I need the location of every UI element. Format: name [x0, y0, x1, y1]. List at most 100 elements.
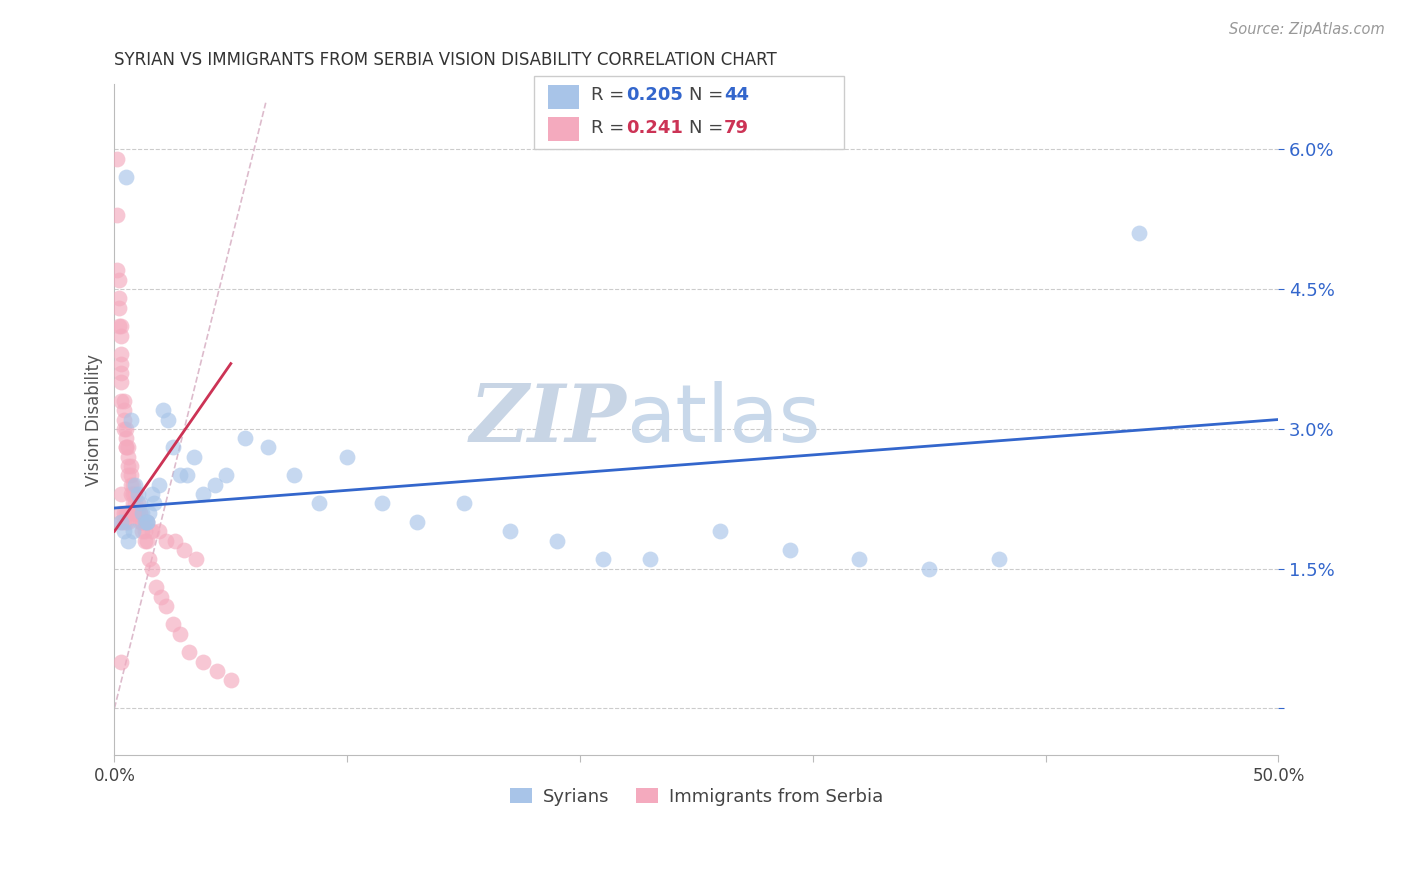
Point [110, 515, 132, 529]
Point [308, 496, 330, 510]
Text: atlas: atlas [627, 381, 821, 458]
Point [112, 393, 135, 408]
Point [108, 292, 131, 306]
Point [115, 170, 138, 185]
Text: Source: ZipAtlas.com: Source: ZipAtlas.com [1229, 22, 1385, 37]
Point [148, 524, 170, 539]
Point [110, 655, 132, 669]
Point [117, 515, 139, 529]
Point [177, 645, 200, 659]
Point [145, 580, 167, 594]
Point [124, 506, 146, 520]
Point [592, 552, 614, 566]
Point [112, 412, 135, 426]
Point [120, 459, 142, 474]
Point [124, 506, 146, 520]
Text: R =: R = [591, 87, 630, 104]
Point [283, 468, 305, 483]
Point [155, 533, 177, 548]
Point [141, 487, 163, 501]
Point [638, 552, 661, 566]
Point [1128, 226, 1150, 240]
Point [115, 506, 138, 520]
Point [219, 673, 242, 688]
Point [127, 506, 149, 520]
Point [162, 617, 184, 632]
Point [184, 552, 207, 566]
Point [112, 422, 135, 436]
Point [162, 441, 184, 455]
Point [848, 552, 870, 566]
Point [115, 515, 138, 529]
Point [122, 487, 145, 501]
Point [131, 515, 153, 529]
Point [155, 599, 177, 613]
Text: N =: N = [689, 87, 728, 104]
Point [138, 552, 160, 566]
Point [110, 506, 132, 520]
Text: SYRIAN VS IMMIGRANTS FROM SERBIA VISION DISABILITY CORRELATION CHART: SYRIAN VS IMMIGRANTS FROM SERBIA VISION … [114, 51, 778, 69]
Point [336, 450, 359, 464]
Point [124, 487, 146, 501]
Point [112, 506, 135, 520]
Point [120, 477, 142, 491]
Point [453, 496, 475, 510]
Text: ZIP: ZIP [470, 381, 627, 458]
Point [108, 301, 131, 315]
Point [141, 561, 163, 575]
Point [117, 459, 139, 474]
Point [988, 552, 1011, 566]
Point [115, 422, 138, 436]
Point [709, 524, 731, 539]
Point [183, 450, 205, 464]
Point [918, 561, 941, 575]
Point [136, 515, 159, 529]
Point [122, 496, 145, 510]
Point [115, 431, 138, 445]
Point [136, 533, 159, 548]
Point [546, 533, 568, 548]
Point [110, 357, 132, 371]
Point [134, 533, 156, 548]
Point [129, 515, 152, 529]
Point [122, 524, 145, 539]
Point [110, 366, 132, 380]
Point [120, 506, 142, 520]
Point [136, 515, 159, 529]
Point [110, 347, 132, 361]
Point [112, 403, 135, 417]
Point [131, 506, 153, 520]
Point [169, 468, 191, 483]
Point [204, 477, 226, 491]
Text: N =: N = [689, 119, 728, 136]
Point [138, 506, 160, 520]
Point [148, 477, 170, 491]
Point [152, 403, 174, 417]
Text: 79: 79 [724, 119, 749, 136]
Point [117, 441, 139, 455]
Point [134, 524, 156, 539]
Point [149, 590, 172, 604]
Point [163, 533, 186, 548]
Text: R =: R = [591, 119, 630, 136]
Point [105, 263, 128, 277]
Point [117, 506, 139, 520]
Text: 0.241: 0.241 [626, 119, 682, 136]
Point [136, 515, 159, 529]
Point [141, 524, 163, 539]
Point [499, 524, 522, 539]
Point [122, 477, 145, 491]
Point [779, 543, 801, 558]
Point [120, 487, 142, 501]
Point [110, 376, 132, 390]
Point [129, 506, 152, 520]
Point [115, 441, 138, 455]
Text: 44: 44 [724, 87, 749, 104]
Point [191, 487, 214, 501]
Point [110, 487, 132, 501]
Point [117, 533, 139, 548]
Point [129, 506, 152, 520]
Point [371, 496, 394, 510]
Point [127, 496, 149, 510]
Point [191, 655, 214, 669]
